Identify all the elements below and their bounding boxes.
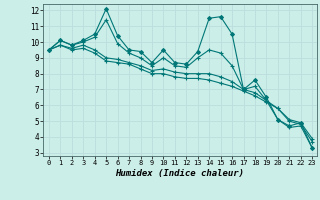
X-axis label: Humidex (Indice chaleur): Humidex (Indice chaleur) [116,169,244,178]
